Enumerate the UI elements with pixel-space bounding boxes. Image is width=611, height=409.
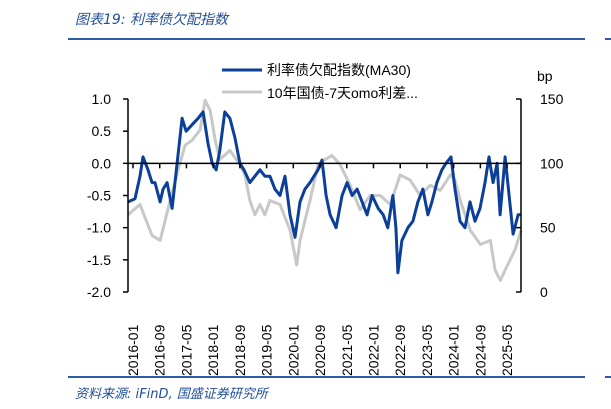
right-axis-unit: bp	[537, 68, 553, 84]
left-axis-tick-label: -0.5	[87, 188, 111, 204]
x-axis-tick-label: 2021-05	[339, 324, 355, 376]
x-axis-tick-label: 2024-01	[446, 324, 462, 376]
left-axis-tick-label: 0.0	[92, 155, 112, 171]
x-axis-tick-label: 2019-05	[259, 324, 275, 376]
x-axis-tick-label: 2020-01	[285, 324, 301, 376]
x-axis-tick-label: 2020-09	[312, 324, 328, 376]
x-axis-tick-label: 2017-05	[178, 324, 194, 376]
right-axis-tick-label: 150	[540, 91, 564, 107]
x-axis-tick-label: 2022-09	[392, 324, 408, 376]
right-axis-tick-label: 100	[540, 155, 564, 171]
x-axis-tick-label: 2018-01	[205, 324, 221, 376]
x-axis-tick-label: 2022-01	[365, 324, 381, 376]
legend: 利率债欠配指数(MA30) 10年国债-7天omo利差...	[222, 62, 418, 101]
left-axis-tick-label: 1.0	[92, 91, 112, 107]
left-axis-tick-label: -2.0	[87, 284, 111, 300]
right-axis-tick-label: 50	[540, 220, 556, 236]
x-axis-tick-label: 2025-05	[499, 324, 515, 376]
legend-label-blue: 利率债欠配指数(MA30)	[267, 62, 411, 78]
x-axis-tick-label: 2016-01	[125, 324, 141, 376]
left-axis-tick-label: -1.5	[87, 252, 111, 268]
bottom-divider	[68, 376, 585, 378]
left-axis-tick-label: 0.5	[92, 123, 112, 139]
source-note: 资料来源: iFinD, 国盛证券研究所	[75, 387, 268, 402]
x-axis-tick-label: 2024-09	[472, 324, 488, 376]
x-axis-tick-label: 2016-09	[152, 324, 168, 376]
top-divider	[68, 38, 585, 40]
figure-title: 图表19: 利率债欠配指数	[75, 12, 228, 28]
x-axis-tick-label: 2018-09	[232, 324, 248, 376]
series-blue-line	[127, 110, 522, 275]
bottom-divider-tail	[605, 376, 611, 378]
top-divider-tail	[605, 38, 611, 40]
left-axis-tick-label: -1.0	[87, 220, 111, 236]
right-axis-tick-label: 0	[540, 284, 548, 300]
x-axis-tick-label: 2023-05	[419, 324, 435, 376]
legend-label-gray: 10年国债-7天omo利差...	[267, 85, 418, 101]
